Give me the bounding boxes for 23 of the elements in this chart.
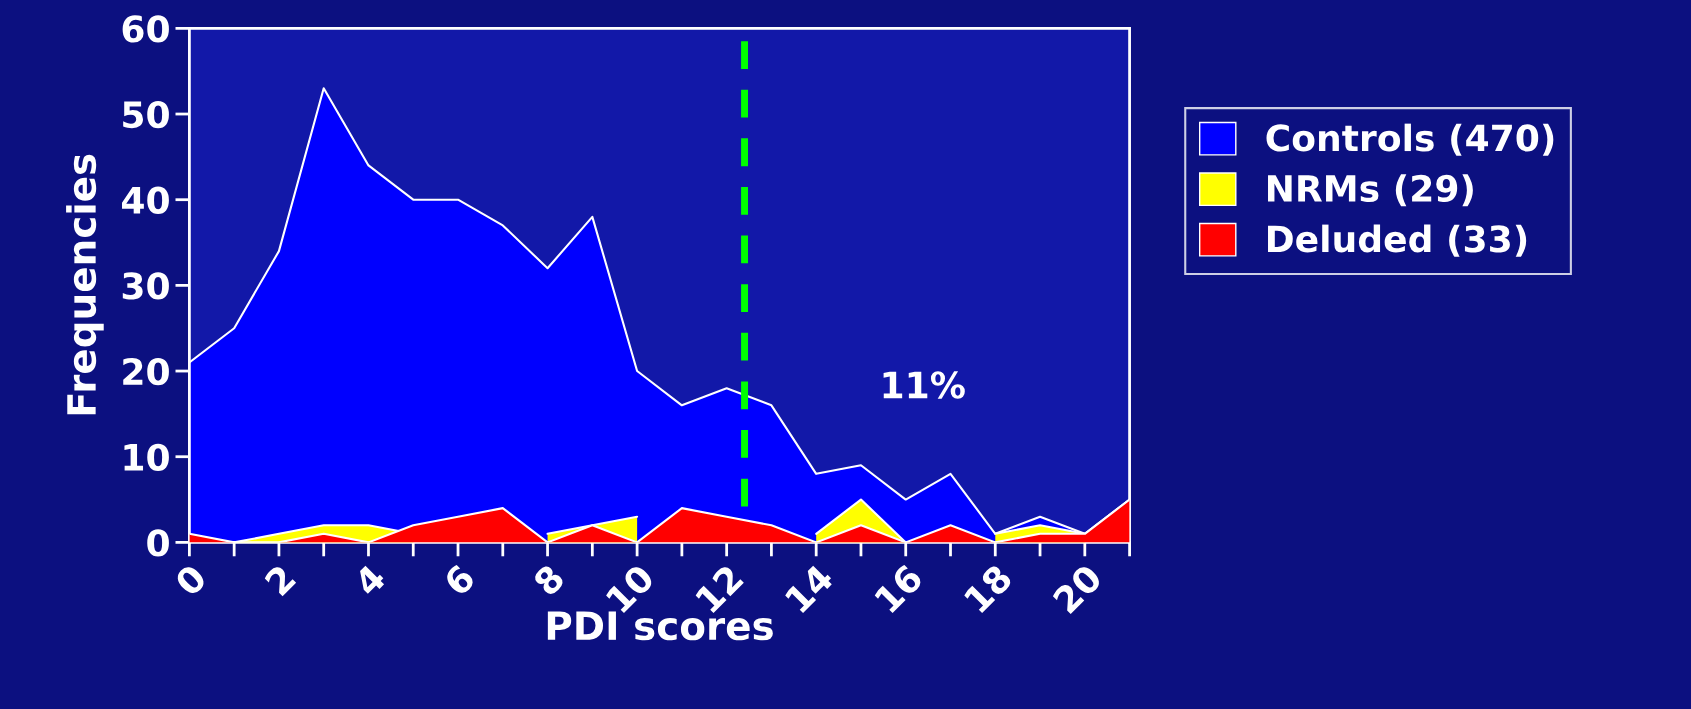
x-tick-label: 10: [604, 562, 656, 614]
x-tick-label: 12: [694, 563, 744, 614]
y-tick-label: 0: [147, 529, 169, 557]
y-tick-label: 20: [123, 357, 169, 386]
y-axis-title: Frequencies: [66, 154, 104, 415]
legend-label: Controls (470): [1266, 123, 1554, 156]
y-tick-label: 10: [124, 443, 169, 471]
x-tick-label: 14: [784, 563, 835, 614]
y-tick-label: 30: [122, 272, 169, 300]
y-tick-label: 40: [122, 186, 169, 214]
x-tick-label: 6: [442, 562, 477, 598]
y-tick-label: 60: [122, 15, 169, 43]
x-tick-label: 20: [1051, 562, 1104, 615]
x-tick-label: 18: [963, 563, 1014, 614]
x-tick-label: 0: [173, 562, 208, 598]
legend-label: NRMs (29): [1268, 174, 1473, 207]
y-tick-label: 50: [123, 100, 169, 129]
x-tick-label: 4: [352, 563, 387, 598]
x-tick-label: 8: [531, 563, 566, 598]
x-tick-label: 16: [873, 562, 925, 614]
x-tick-label: 2: [263, 563, 297, 597]
annotation: 11%: [883, 371, 965, 399]
legend-label: Deluded (33): [1268, 224, 1527, 257]
